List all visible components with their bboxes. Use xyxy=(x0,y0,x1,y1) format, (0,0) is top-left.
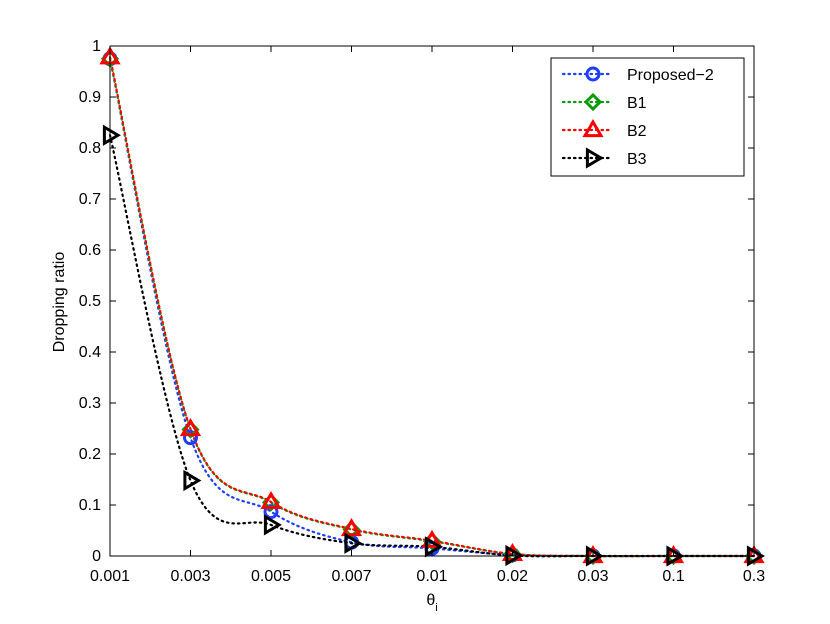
legend: Proposed−2 B1 B2 B3 xyxy=(550,57,745,177)
x-tick-label: 0.02 xyxy=(497,568,528,585)
data-point xyxy=(505,544,524,567)
data-point xyxy=(102,124,121,146)
x-tick-label: 0.1 xyxy=(662,568,684,585)
axes: 0 0.1 0.2 0.3 0.4 0.5 0.6 0.7 0.8 0.9 1 0.001 0.003 0… xyxy=(79,38,765,585)
y-tick-label: 0.5 xyxy=(79,293,101,310)
x-tick-label: 0.007 xyxy=(331,568,371,585)
legend-label: B3 xyxy=(627,151,647,168)
legend-label: Proposed−2 xyxy=(627,67,714,84)
x-tick-label: 0.003 xyxy=(170,568,210,585)
data-point xyxy=(424,536,443,558)
x-axis-label-subscript: i xyxy=(435,602,437,614)
axes-box xyxy=(109,45,755,557)
legend-label: B1 xyxy=(627,95,647,112)
data-point xyxy=(344,532,363,554)
legend-marker xyxy=(583,92,603,112)
data-point xyxy=(263,504,279,520)
legend-marker xyxy=(582,119,604,138)
legend-marker xyxy=(585,66,601,82)
legend-box xyxy=(550,57,745,177)
x-axis-label: θi xyxy=(426,592,437,614)
y-tick-label: 0.4 xyxy=(79,344,101,361)
y-tick-label: 0.9 xyxy=(79,89,101,106)
y-tick-label: 0.3 xyxy=(79,395,101,412)
x-tick-label: 0.001 xyxy=(90,568,130,585)
y-tick-label: 0.6 xyxy=(79,242,101,259)
data-point xyxy=(263,514,282,536)
data-point xyxy=(340,518,363,537)
data-point xyxy=(183,469,202,492)
x-tick-label: 0.01 xyxy=(416,568,447,585)
data-point xyxy=(260,490,282,510)
y-tick-label: 1 xyxy=(92,38,101,55)
y-tick-label: 0.1 xyxy=(79,497,101,514)
y-tick-label: 0.2 xyxy=(79,446,101,463)
data-point xyxy=(183,430,198,446)
y-tick-label: 0.7 xyxy=(79,191,101,208)
y-tick-label: 0 xyxy=(92,548,101,565)
legend-label: B2 xyxy=(627,123,647,140)
data-point xyxy=(179,418,202,437)
x-axis-label-main: θ xyxy=(426,592,435,609)
x-tick-label: 0.3 xyxy=(743,568,765,585)
legend-marker xyxy=(585,147,604,169)
y-tick-label: 0.8 xyxy=(79,140,101,157)
x-tick-label: 0.03 xyxy=(577,568,608,585)
y-axis-label: Dropping ratio xyxy=(51,252,68,353)
x-tick-label: 0.005 xyxy=(251,568,291,585)
series-line xyxy=(108,56,756,558)
